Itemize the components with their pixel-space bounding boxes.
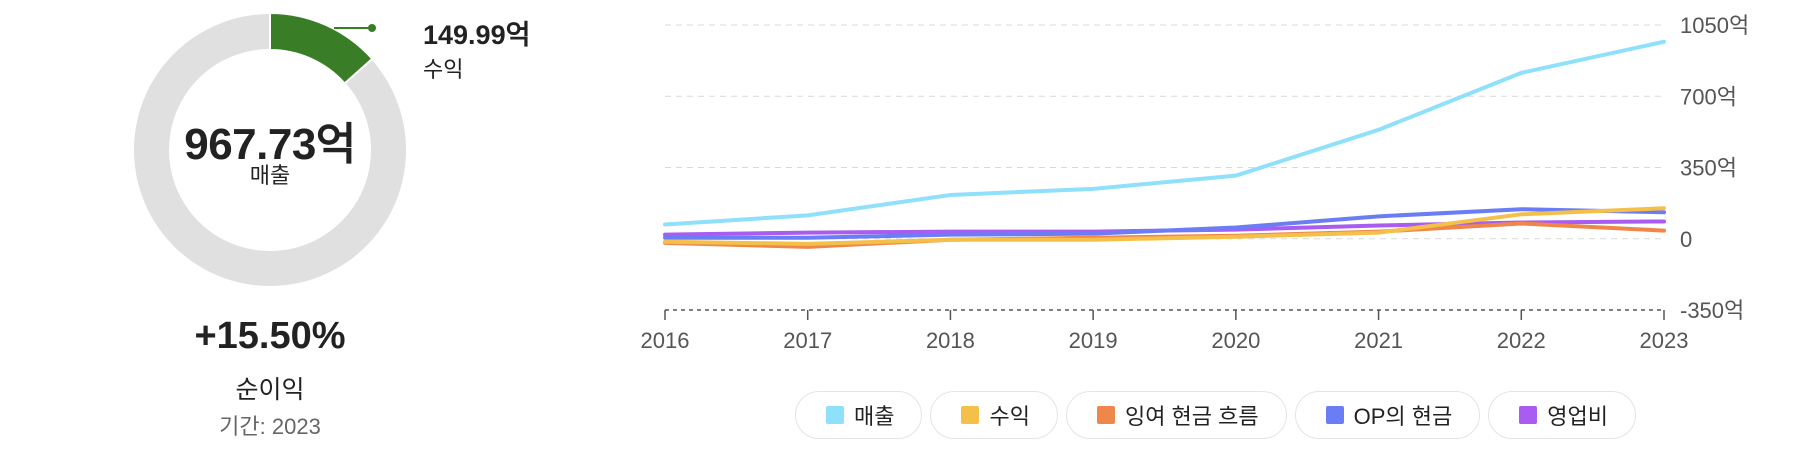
legend-label: 영업비 xyxy=(1547,404,1608,429)
legend-item-2[interactable]: 잉여 현금 흐름 xyxy=(1065,391,1287,439)
y-tick-label: 350억 xyxy=(1680,156,1737,181)
x-tick-label: 2023 xyxy=(1640,328,1689,353)
donut-slice-revenue xyxy=(132,11,408,288)
x-tick-label: 2017 xyxy=(783,328,832,353)
donut-center-label: 매출 xyxy=(249,163,291,188)
legend-swatch xyxy=(1325,406,1344,424)
legend-swatch xyxy=(961,406,980,424)
legend-label: 수익 xyxy=(989,404,1030,429)
series-line-1 xyxy=(663,206,1666,246)
callout-value: 149.99억 xyxy=(423,20,531,50)
x-tick-label: 2020 xyxy=(1211,328,1260,353)
net-income-label: 순이익 xyxy=(235,376,305,404)
x-tick-label: 2019 xyxy=(1069,328,1118,353)
legend-swatch xyxy=(826,406,844,424)
legend-label: 매출 xyxy=(854,404,895,429)
chart-legend: 매출 수익 잉여 현금 흐름 OP의 현금 영업비 xyxy=(795,391,1636,439)
y-tick-label: 0 xyxy=(1680,227,1692,252)
line-chart: 1050억 700억 350억 0 -350억 2016 2017 2018 2019 2020 2… xyxy=(641,13,1750,353)
legend-item-4[interactable]: 영업비 xyxy=(1488,391,1636,439)
callout-leader-dot xyxy=(368,24,376,32)
legend-label: 잉여 현금 흐름 xyxy=(1124,404,1259,429)
x-tick-label: 2022 xyxy=(1497,328,1546,353)
legend-item-1[interactable]: 수익 xyxy=(930,391,1058,439)
legend-label: OP의 현금 xyxy=(1353,404,1453,429)
y-tick-label: -350억 xyxy=(1680,298,1744,323)
y-tick-label: 700억 xyxy=(1680,84,1737,109)
legend-item-0[interactable]: 매출 xyxy=(795,391,923,439)
series-line-3 xyxy=(663,207,1666,240)
series-line-0 xyxy=(663,39,1666,227)
net-income-change: +15.50% xyxy=(194,315,346,357)
legend-item-3[interactable]: OP의 현금 xyxy=(1294,391,1481,439)
x-tick-label: 2016 xyxy=(641,328,690,353)
callout-label: 수익 xyxy=(423,57,464,82)
x-tick-label: 2018 xyxy=(926,328,975,353)
donut-chart xyxy=(132,11,408,288)
legend-swatch xyxy=(1519,406,1538,424)
donut-center-value: 967.73억 xyxy=(184,120,356,169)
y-tick-label: 1050억 xyxy=(1680,13,1749,38)
legend-swatch xyxy=(1096,406,1115,424)
period-label: 기간: 2023 xyxy=(219,414,321,439)
x-tick-label: 2021 xyxy=(1354,328,1403,353)
